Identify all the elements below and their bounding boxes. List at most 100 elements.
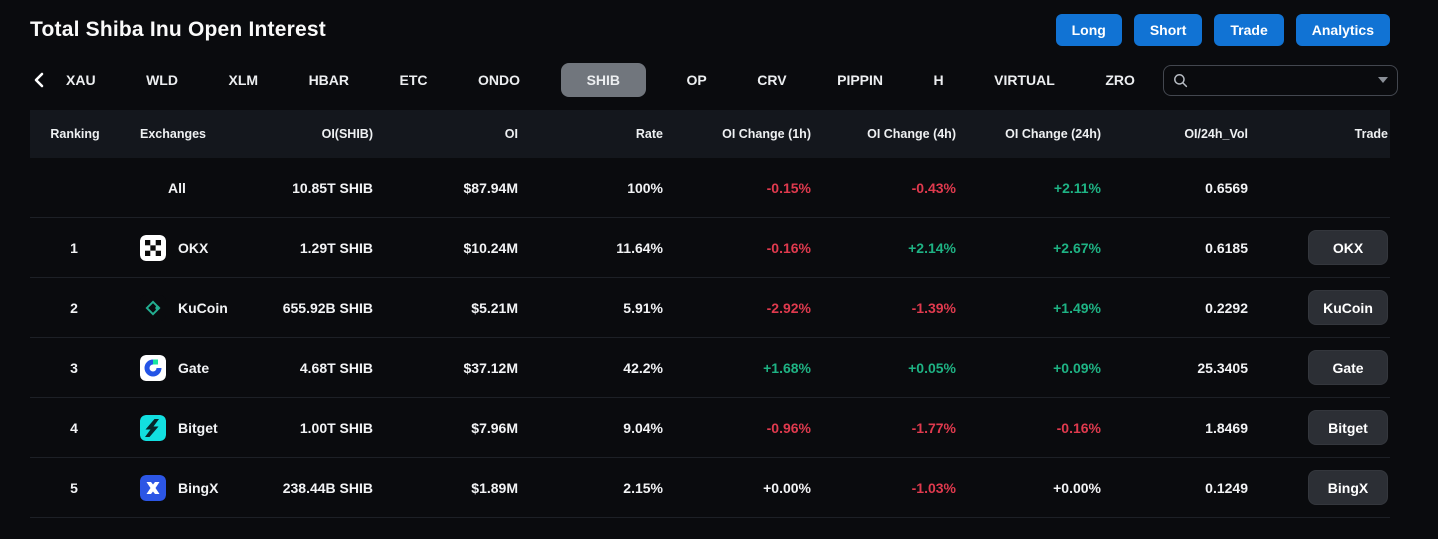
- col-oi-change-4h: OI Change (4h): [867, 127, 956, 141]
- tab-virtual[interactable]: VIRTUAL: [994, 72, 1055, 88]
- col-exchanges: Exchanges: [140, 127, 207, 141]
- tab-hbar[interactable]: HBAR: [308, 72, 350, 88]
- tab-op[interactable]: OP: [686, 72, 707, 88]
- tab-etc[interactable]: ETC: [399, 72, 428, 88]
- oi-change-4h-cell: +0.05%: [908, 359, 956, 376]
- table-row-gate: 3 Gate 4.68T SHIB $37.12M 42.2% +1.68% +…: [30, 338, 1390, 398]
- exchange-cell: All: [120, 180, 270, 196]
- oi-change-24h-cell: -0.16%: [1056, 419, 1101, 436]
- tab-wld[interactable]: WLD: [146, 72, 178, 88]
- oi-change-4h-cell: +2.14%: [908, 239, 956, 256]
- oi-change-24h-cell: +0.00%: [1053, 479, 1101, 496]
- symbol-tabs: XAU WLD XLM HBAR ETC ONDO SHIB OP CRV PI…: [56, 63, 1145, 97]
- col-oi: OI: [504, 127, 518, 141]
- bitget-logo-icon: [140, 414, 166, 441]
- exchange-name: Bitget: [178, 419, 218, 436]
- oi-shib-cell: 1.29T SHIB: [299, 239, 373, 256]
- ranking-cell: 3: [70, 359, 78, 376]
- col-trade: Trade: [1354, 127, 1388, 141]
- rate-cell: 42.2%: [623, 359, 663, 376]
- oi-change-1h-cell: -0.96%: [766, 419, 811, 436]
- oi-change-24h-cell: +2.67%: [1053, 239, 1101, 256]
- page-title: Total Shiba Inu Open Interest: [30, 18, 326, 41]
- trade-gate-button[interactable]: Gate: [1308, 350, 1388, 385]
- exchange-cell: Bitget: [120, 414, 270, 441]
- trade-bitget-button[interactable]: Bitget: [1308, 410, 1388, 445]
- action-buttons: Long Short Trade Analytics: [1055, 14, 1390, 46]
- tab-ondo[interactable]: ONDO: [478, 72, 521, 88]
- kucoin-logo-icon: [140, 294, 166, 321]
- search-icon: [1173, 73, 1188, 88]
- search-input[interactable]: [1195, 72, 1371, 88]
- gate-logo-icon: [140, 354, 166, 381]
- chevron-down-icon[interactable]: [1378, 77, 1388, 83]
- table-row-bitget: 4 Bitget 1.00T SHIB $7.96M 9.04% -0.96% …: [30, 398, 1390, 458]
- oi-24h-vol-cell: 1.8469: [1205, 419, 1248, 436]
- col-oi-24h-vol: OI/24h_Vol: [1184, 127, 1248, 141]
- ranking-cell: 1: [70, 239, 78, 256]
- oi-cell: $87.94M: [463, 179, 518, 196]
- oi-change-4h-cell: -1.77%: [911, 419, 956, 436]
- oi-change-24h-cell: +1.49%: [1053, 299, 1101, 316]
- long-button[interactable]: Long: [1055, 14, 1122, 46]
- oi-change-1h-cell: -0.15%: [766, 179, 811, 196]
- exchange-name: Gate: [178, 359, 210, 376]
- oi-24h-vol-cell: 25.3405: [1197, 359, 1248, 376]
- exchange-name: OKX: [178, 239, 209, 256]
- okx-logo-icon: [140, 234, 166, 261]
- ranking-cell: 5: [70, 479, 78, 496]
- rate-cell: 9.04%: [623, 419, 663, 436]
- oi-cell: $10.24M: [463, 239, 518, 256]
- col-oi-change-1h: OI Change (1h): [722, 127, 811, 141]
- oi-change-1h-cell: +1.68%: [763, 359, 811, 376]
- col-ranking: Ranking: [50, 127, 100, 141]
- table-row-okx: 1 OKX 1.29T SHIB $10.24M 11.64% -0.16% +…: [30, 218, 1390, 278]
- trade-kucoin-button[interactable]: KuCoin: [1308, 290, 1388, 325]
- oi-24h-vol-cell: 0.6569: [1205, 179, 1248, 196]
- tab-zro[interactable]: ZRO: [1105, 72, 1135, 88]
- tab-xlm[interactable]: XLM: [228, 72, 259, 88]
- oi-change-24h-cell: +2.11%: [1053, 179, 1101, 196]
- ranking-cell: 2: [70, 299, 78, 316]
- oi-shib-cell: 655.92B SHIB: [282, 299, 373, 316]
- oi-shib-cell: 10.85T SHIB: [292, 179, 373, 196]
- oi-shib-cell: 238.44B SHIB: [282, 479, 373, 496]
- trade-bingx-button[interactable]: BingX: [1308, 470, 1388, 505]
- rate-cell: 11.64%: [616, 239, 663, 256]
- oi-change-24h-cell: +0.09%: [1053, 359, 1101, 376]
- tab-crv[interactable]: CRV: [757, 72, 787, 88]
- col-oi-change-24h: OI Change (24h): [1005, 127, 1101, 141]
- chevron-left-icon[interactable]: [30, 69, 52, 91]
- trade-button[interactable]: Trade: [1214, 14, 1284, 46]
- bingx-logo-icon: [140, 474, 166, 501]
- oi-cell: $5.21M: [471, 299, 518, 316]
- oi-change-4h-cell: -0.43%: [911, 179, 956, 196]
- symbol-search-combobox[interactable]: [1163, 64, 1398, 96]
- rate-cell: 100%: [627, 179, 663, 196]
- rate-cell: 2.15%: [623, 479, 663, 496]
- oi-cell: $37.12M: [463, 359, 518, 376]
- oi-24h-vol-cell: 0.6185: [1205, 239, 1248, 256]
- table-row-bingx: 5 BingX 238.44B SHIB $1.89M 2.15% +0.00%…: [30, 458, 1390, 518]
- oi-change-4h-cell: -1.39%: [911, 299, 956, 316]
- oi-24h-vol-cell: 0.2292: [1205, 299, 1248, 316]
- oi-shib-cell: 1.00T SHIB: [299, 419, 373, 436]
- tab-pippin[interactable]: PIPPIN: [837, 72, 884, 88]
- col-oi-shib: OI(SHIB): [321, 127, 373, 141]
- short-button[interactable]: Short: [1133, 14, 1203, 46]
- tab-shib-selected[interactable]: SHIB: [560, 63, 647, 97]
- exchange-name: KuCoin: [178, 299, 228, 316]
- tab-xau[interactable]: XAU: [66, 72, 96, 88]
- oi-24h-vol-cell: 0.1249: [1205, 479, 1248, 496]
- tab-h[interactable]: H: [933, 72, 944, 88]
- exchange-cell: BingX: [120, 474, 270, 501]
- top-bar: Total Shiba Inu Open Interest Long Short…: [0, 0, 1438, 56]
- trade-okx-button[interactable]: OKX: [1308, 230, 1388, 265]
- oi-change-1h-cell: -0.16%: [766, 239, 811, 256]
- oi-shib-cell: 4.68T SHIB: [299, 359, 373, 376]
- open-interest-table: Ranking Exchanges OI(SHIB) OI Rate OI Ch…: [30, 110, 1390, 518]
- oi-change-1h-cell: -2.92%: [766, 299, 811, 316]
- analytics-button[interactable]: Analytics: [1295, 14, 1390, 46]
- oi-change-4h-cell: -1.03%: [911, 479, 956, 496]
- exchange-cell: KuCoin: [120, 294, 270, 321]
